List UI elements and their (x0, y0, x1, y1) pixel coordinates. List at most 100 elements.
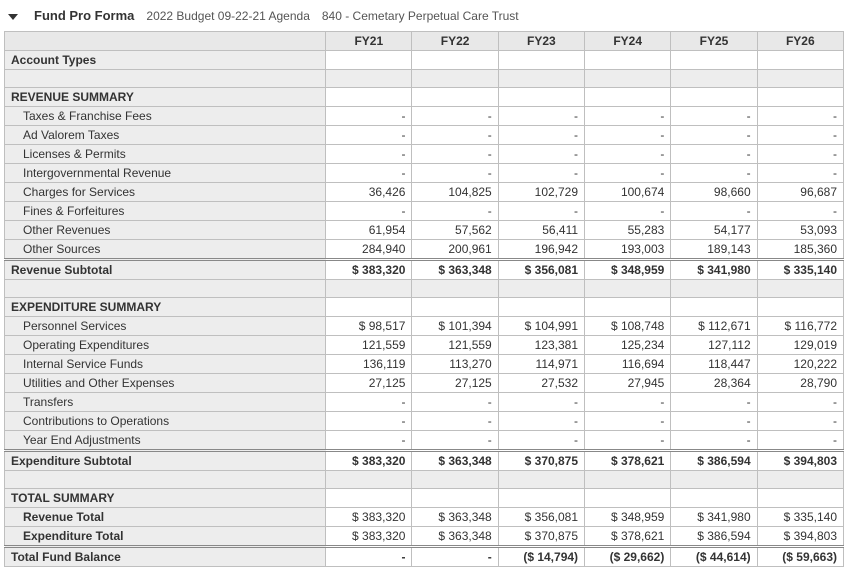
cell: 121,559 (412, 336, 498, 355)
spacer-row (5, 280, 844, 298)
cell (412, 489, 498, 508)
col-header: FY24 (585, 32, 671, 51)
cell: - (757, 126, 843, 145)
cell (757, 280, 843, 298)
cell: - (585, 412, 671, 431)
cell: 27,532 (498, 374, 584, 393)
cell (671, 70, 757, 88)
cell: - (326, 202, 412, 221)
row-label: Expenditure Subtotal (5, 451, 326, 471)
cell: $ 116,772 (757, 317, 843, 336)
cell: 28,364 (671, 374, 757, 393)
cell (585, 489, 671, 508)
table-row: EXPENDITURE SUMMARY (5, 298, 844, 317)
revenue-row: Licenses & Permits------ (5, 145, 844, 164)
cell: $ 370,875 (498, 451, 584, 471)
cell: - (757, 107, 843, 126)
cell: - (498, 107, 584, 126)
cell: 96,687 (757, 183, 843, 202)
cell: 53,093 (757, 221, 843, 240)
cell (326, 280, 412, 298)
row-label: Total Fund Balance (5, 547, 326, 567)
cell: $ 348,959 (585, 260, 671, 280)
cell: - (412, 412, 498, 431)
cell: - (498, 164, 584, 183)
row-label: Utilities and Other Expenses (5, 374, 326, 393)
cell (412, 88, 498, 107)
cell: 36,426 (326, 183, 412, 202)
cell: ($ 59,663) (757, 547, 843, 567)
row-label: Year End Adjustments (5, 431, 326, 451)
cell: - (585, 107, 671, 126)
cell: - (412, 202, 498, 221)
cell: $ 348,959 (585, 508, 671, 527)
cell (498, 280, 584, 298)
cell: - (671, 393, 757, 412)
cell: - (326, 393, 412, 412)
cell (585, 471, 671, 489)
row-label (5, 471, 326, 489)
cell: $ 383,320 (326, 527, 412, 547)
cell: $ 394,803 (757, 451, 843, 471)
table-row: TOTAL SUMMARY (5, 489, 844, 508)
row-label (5, 280, 326, 298)
cell: 125,234 (585, 336, 671, 355)
blank-header (5, 32, 326, 51)
cell: - (412, 393, 498, 412)
cell (671, 280, 757, 298)
cell: - (585, 145, 671, 164)
cell (498, 471, 584, 489)
cell: - (326, 412, 412, 431)
cell: $ 108,748 (585, 317, 671, 336)
cell: 56,411 (498, 221, 584, 240)
revenue-row: Other Sources284,940200,961196,942193,00… (5, 240, 844, 260)
cell: - (671, 145, 757, 164)
cell: - (412, 547, 498, 567)
cell: - (326, 107, 412, 126)
cell: $ 356,081 (498, 508, 584, 527)
revenue-row: Charges for Services36,426104,825102,729… (5, 183, 844, 202)
cell: 27,125 (326, 374, 412, 393)
row-label: Operating Expenditures (5, 336, 326, 355)
cell (757, 88, 843, 107)
revenue-row: Other Revenues61,95457,56256,41155,28354… (5, 221, 844, 240)
revenue-subtotal: Revenue Subtotal$ 383,320$ 363,348$ 356,… (5, 260, 844, 280)
report-title: Fund Pro Forma (34, 8, 134, 23)
total-summary-heading: TOTAL SUMMARY (5, 489, 326, 508)
cell: - (585, 126, 671, 145)
cell (671, 51, 757, 70)
col-header: FY22 (412, 32, 498, 51)
row-label: Revenue Subtotal (5, 260, 326, 280)
fund-name: 840 - Cemetary Perpetual Care Trust (322, 9, 519, 23)
cell: 100,674 (585, 183, 671, 202)
revenue-summary-heading: REVENUE SUMMARY (5, 88, 326, 107)
col-header: FY21 (326, 32, 412, 51)
cell: 200,961 (412, 240, 498, 260)
cell (326, 298, 412, 317)
cell: - (412, 164, 498, 183)
cell (326, 88, 412, 107)
cell: 57,562 (412, 221, 498, 240)
cell: - (326, 145, 412, 164)
cell: 127,112 (671, 336, 757, 355)
budget-name: 2022 Budget 09-22-21 Agenda (146, 9, 309, 23)
cell: ($ 29,662) (585, 547, 671, 567)
cell (671, 298, 757, 317)
cell: $ 386,594 (671, 527, 757, 547)
cell: 104,825 (412, 183, 498, 202)
cell (498, 489, 584, 508)
cell: $ 341,980 (671, 260, 757, 280)
expand-toggle[interactable] (8, 9, 22, 23)
cell: - (671, 202, 757, 221)
cell: $ 356,081 (498, 260, 584, 280)
cell (498, 51, 584, 70)
cell: - (498, 145, 584, 164)
cell: $ 341,980 (671, 508, 757, 527)
cell (757, 489, 843, 508)
cell (498, 298, 584, 317)
cell: - (671, 431, 757, 451)
cell: - (757, 431, 843, 451)
cell: $ 386,594 (671, 451, 757, 471)
cell: $ 370,875 (498, 527, 584, 547)
cell: - (498, 431, 584, 451)
